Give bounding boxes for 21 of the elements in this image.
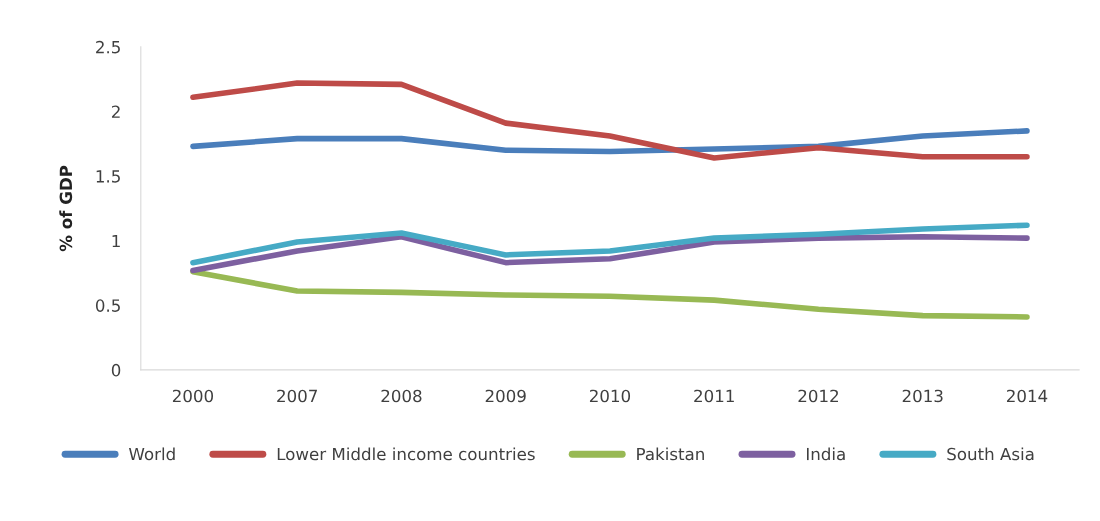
x-tick-label: 2014 xyxy=(1006,389,1048,403)
x-tick-label: 2008 xyxy=(381,389,422,403)
x-tick-label: 2007 xyxy=(277,389,317,403)
x-tick-label: 2009 xyxy=(485,389,526,403)
legend-label: Lower Middle income countries xyxy=(277,447,535,461)
legend-label: World xyxy=(128,447,175,461)
y-tick-label: 1.5 xyxy=(96,170,120,183)
x-tick-label: 2013 xyxy=(902,389,943,403)
y-tick-label: 0.5 xyxy=(95,299,120,312)
y-tick-label: 0 xyxy=(111,363,121,377)
y-tick-label: 2 xyxy=(111,105,120,118)
x-tick-label: 2000 xyxy=(172,389,214,403)
y-tick-label: 1 xyxy=(112,234,120,248)
y-axis-title: % of GDP xyxy=(59,165,73,252)
x-tick-label: 2010 xyxy=(589,389,631,403)
legend-label: South Asia xyxy=(947,447,1034,461)
legend-label: India xyxy=(806,447,845,461)
x-tick-label: 2012 xyxy=(798,389,838,403)
x-tick-label: 2011 xyxy=(694,389,734,403)
legend-label: Pakistan xyxy=(637,447,704,461)
y-tick-label: 2.5 xyxy=(96,40,120,54)
